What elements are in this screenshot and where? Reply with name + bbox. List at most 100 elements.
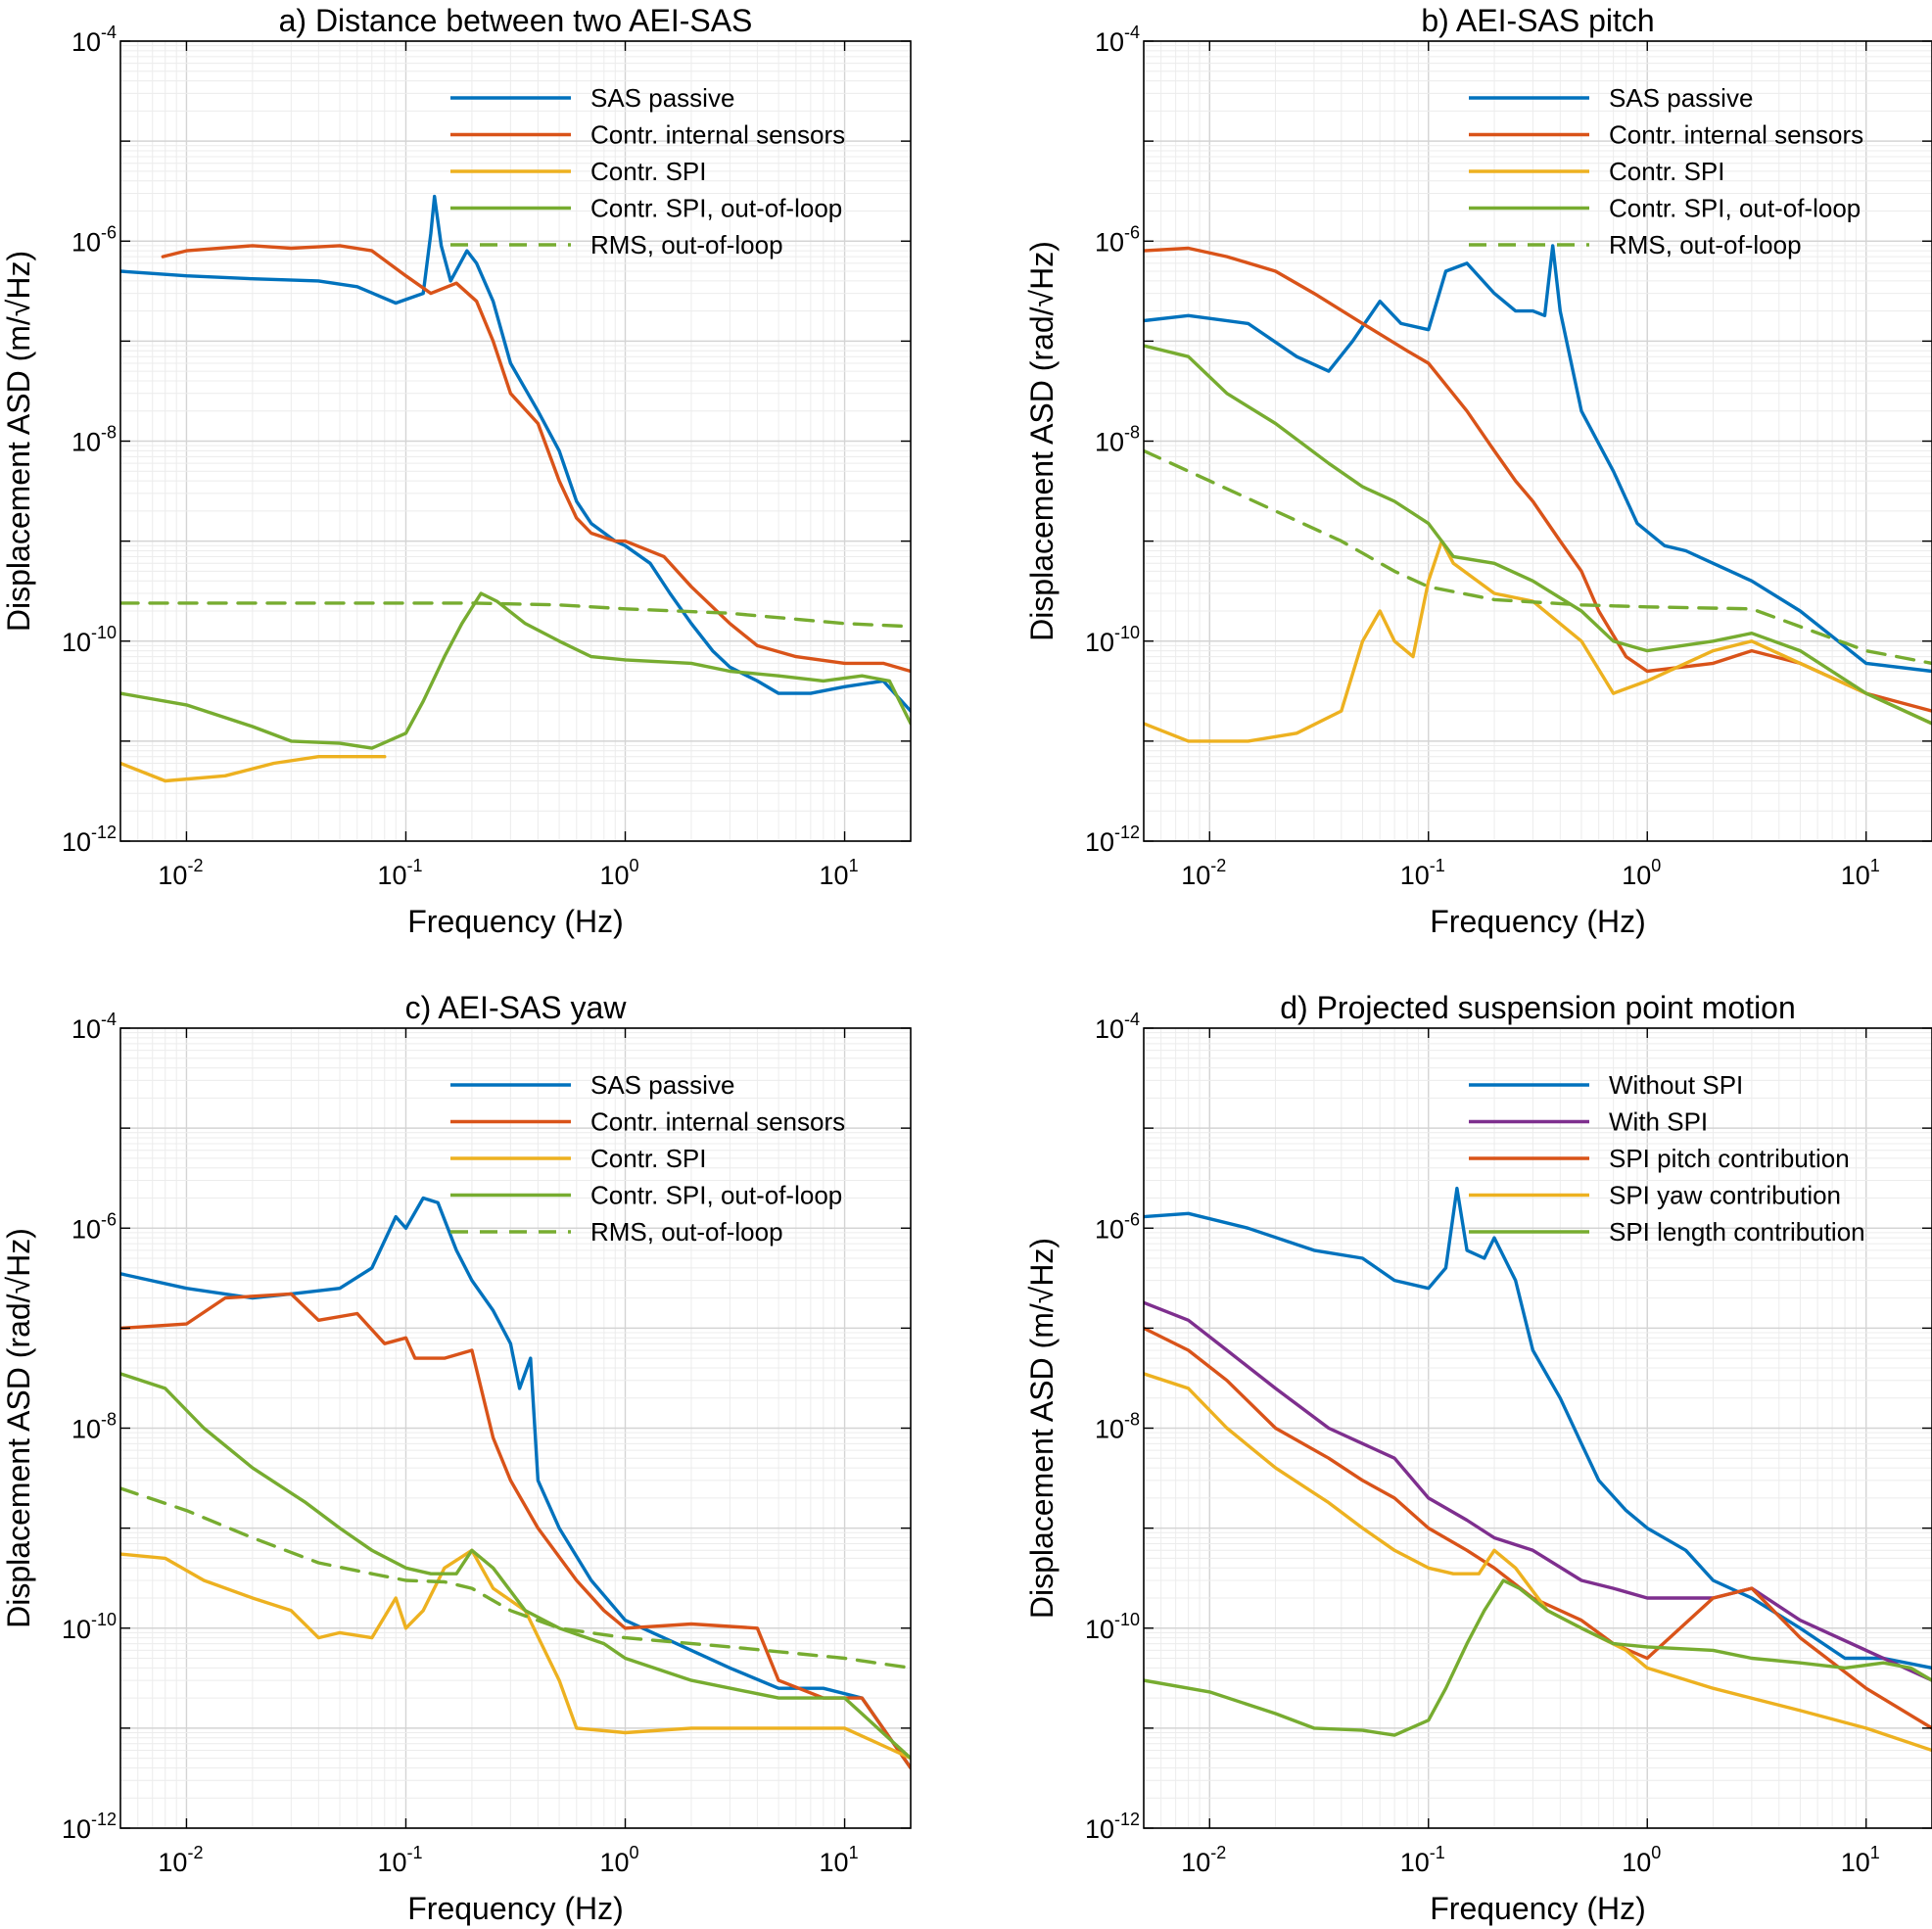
legend-label: Without SPI (1609, 1070, 1743, 1100)
series-line-rms-out-of-loop (120, 1486, 911, 1670)
legend-label: SAS passive (590, 1070, 734, 1100)
y-tick-label: 10-6 (71, 1209, 117, 1244)
x-axis-label: Frequency (Hz) (1430, 904, 1646, 939)
series-group-b (1144, 244, 1932, 743)
series-line-sas-passive (120, 1196, 911, 1770)
x-tick-label: 10-2 (1181, 856, 1226, 890)
x-tick-label: 10-1 (1400, 1843, 1445, 1877)
legend-label: Contr. internal sensors (590, 1107, 845, 1137)
legend-label: RMS, out-of-loop (1609, 230, 1802, 259)
series-group-d (1144, 1186, 1932, 1753)
y-tick-label: 10-4 (1095, 1010, 1140, 1044)
series-line-spi-yaw-contribution (1144, 1372, 1932, 1753)
x-tick-label: 100 (599, 1843, 638, 1877)
chart-title: c) AEI-SAS yaw (405, 990, 628, 1025)
x-axis-label: Frequency (Hz) (1430, 1891, 1646, 1926)
series-line-rms-out-of-loop (1144, 448, 1932, 666)
y-tick-label: 10-8 (1095, 423, 1140, 457)
series-line-contr-spi-out-of-loop (1144, 344, 1932, 726)
x-tick-label: 101 (820, 856, 859, 890)
legend-d: Without SPI With SPI SPI pitch contributio… (1469, 1070, 1865, 1247)
y-tick-label: 10-10 (62, 1610, 117, 1644)
legend-label: Contr. SPI (590, 1144, 707, 1173)
series-line-contr-internal-sensors (1144, 246, 1932, 713)
x-tick-label: 10-1 (1400, 856, 1445, 890)
panel-a: 10-2 10-1 100 101 10-12 10-10 10-8 10-6 10-4 a) D… (1, 3, 912, 939)
y-tick-label: 10-6 (1095, 222, 1140, 257)
x-tick-label: 100 (599, 856, 638, 890)
panel-b: 10-2 10-1 100 101 10-12 10-10 10-8 10-6 10-4 b) A… (1024, 3, 1932, 939)
y-tick-label: 10-10 (1085, 1610, 1140, 1644)
legend-label: SPI yaw contribution (1609, 1181, 1841, 1210)
x-tick-label: 10-2 (158, 856, 203, 890)
x-tick-label: 101 (1841, 856, 1880, 890)
series-line-contr-internal-sensors (161, 244, 911, 674)
y-axis-label: Displacement ASD (m/√Hz) (1, 251, 36, 632)
grid-b (1143, 40, 1932, 842)
series-line-contr-spi-out-of-loop (120, 1372, 911, 1761)
panel-c: 10-2 10-1 100 101 10-12 10-10 10-8 10-6 10-4 c) A… (1, 990, 912, 1926)
legend-a: SAS passive Contr. internal sensors Contr.… (450, 83, 845, 259)
legend-label: RMS, out-of-loop (590, 1217, 783, 1247)
panel-d: 10-2 10-1 100 101 10-12 10-10 10-8 10-6 10-4 d) P… (1024, 990, 1932, 1926)
legend-label: Contr. SPI, out-of-loop (1609, 194, 1861, 223)
chart-title: b) AEI-SAS pitch (1421, 3, 1654, 38)
chart-title: d) Projected suspension point motion (1280, 990, 1796, 1025)
series-line-contr-spi (1144, 539, 1932, 743)
legend-label: Contr. internal sensors (590, 120, 845, 150)
y-axis-label: Displacement ASD (rad/√Hz) (1, 1228, 36, 1628)
series-group-c (120, 1196, 911, 1770)
series-line-contr-spi-out-of-loop (120, 591, 911, 750)
grid-d (1143, 1027, 1932, 1829)
legend-label: RMS, out-of-loop (590, 230, 783, 259)
legend-label: SAS passive (1609, 83, 1753, 113)
y-tick-label: 10-8 (71, 1410, 117, 1444)
series-line-sas-passive (1144, 244, 1932, 674)
x-tick-label: 10-1 (377, 1843, 422, 1877)
legend-label: SPI pitch contribution (1609, 1144, 1850, 1173)
y-tick-label: 10-4 (71, 23, 117, 57)
grid-c (119, 1027, 912, 1829)
y-tick-label: 10-12 (62, 823, 117, 857)
legend-label: SAS passive (590, 83, 734, 113)
y-tick-label: 10-4 (71, 1010, 117, 1044)
x-tick-label: 100 (1622, 856, 1661, 890)
y-tick-label: 10-8 (71, 423, 117, 457)
x-tick-label: 10-2 (158, 1843, 203, 1877)
y-tick-label: 10-12 (62, 1810, 117, 1844)
legend-label: SPI length contribution (1609, 1217, 1865, 1247)
x-tick-label: 101 (820, 1843, 859, 1877)
y-tick-label: 10-6 (71, 222, 117, 257)
x-tick-label: 101 (1841, 1843, 1880, 1877)
legend-label: With SPI (1609, 1107, 1708, 1137)
legend-label: Contr. SPI (1609, 157, 1725, 186)
chart-title: a) Distance between two AEI-SAS (279, 3, 753, 38)
y-tick-label: 10-10 (62, 623, 117, 657)
series-line-spi-length-contribution (1144, 1578, 1932, 1737)
x-tick-label: 10-1 (377, 856, 422, 890)
y-tick-label: 10-10 (1085, 623, 1140, 657)
y-tick-label: 10-8 (1095, 1410, 1140, 1444)
series-group-a (120, 194, 911, 783)
legend-c: SAS passive Contr. internal sensors Contr.… (450, 1070, 845, 1247)
legend-label: Contr. SPI, out-of-loop (590, 194, 842, 223)
x-tick-label: 100 (1622, 1843, 1661, 1877)
y-axis-label: Displacement ASD (rad/√Hz) (1024, 241, 1060, 641)
legend-b: SAS passive Contr. internal sensors Contr.… (1469, 83, 1863, 259)
y-tick-label: 10-4 (1095, 23, 1140, 57)
x-tick-label: 10-2 (1181, 1843, 1226, 1877)
series-line-rms-out-of-loop (120, 601, 911, 629)
x-axis-label: Frequency (Hz) (407, 904, 624, 939)
series-line-spi-pitch-contribution (1144, 1326, 1932, 1730)
legend-label: Contr. internal sensors (1609, 120, 1863, 150)
y-tick-label: 10-12 (1085, 1810, 1140, 1844)
y-tick-label: 10-6 (1095, 1209, 1140, 1244)
series-line-contr-spi (120, 1548, 911, 1761)
series-line-without-spi (1144, 1186, 1932, 1670)
legend-label: Contr. SPI, out-of-loop (590, 1181, 842, 1210)
series-line-contr-internal-sensors (120, 1292, 911, 1770)
series-line-contr-spi (120, 755, 387, 783)
y-axis-label: Displacement ASD (m/√Hz) (1024, 1238, 1060, 1619)
y-tick-label: 10-12 (1085, 823, 1140, 857)
